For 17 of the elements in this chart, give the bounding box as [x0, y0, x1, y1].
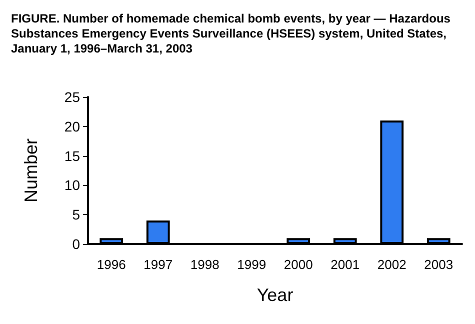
x-tick-label: 2000: [284, 257, 313, 272]
y-tick-label: 0: [72, 236, 80, 252]
y-tick-label: 10: [64, 177, 80, 194]
x-tick-label: 1996: [96, 257, 126, 272]
chart-title: FIGURE. Number of homemade chemical bomb events, by year — Hazardous Substances Emergency Events Surveillance (HSEES) system, United States, January 1, 1996–March 31, 2003: [11, 12, 454, 56]
x-axis-title: Year: [256, 285, 294, 305]
y-tick-label: 15: [64, 148, 80, 164]
y-axis-title: Number: [21, 138, 41, 203]
x-tick-label: 2002: [377, 257, 406, 272]
x-tick-label: 1997: [144, 257, 173, 272]
y-tick-label: 20: [64, 118, 80, 134]
y-tick-label: 5: [72, 206, 80, 223]
x-tick-label: 1998: [190, 257, 220, 272]
x-tick-label: 2003: [424, 257, 454, 272]
y-tick-label: 25: [64, 89, 80, 105]
x-tick-label: 2001: [330, 257, 360, 272]
x-tick-label: 1999: [237, 257, 266, 272]
